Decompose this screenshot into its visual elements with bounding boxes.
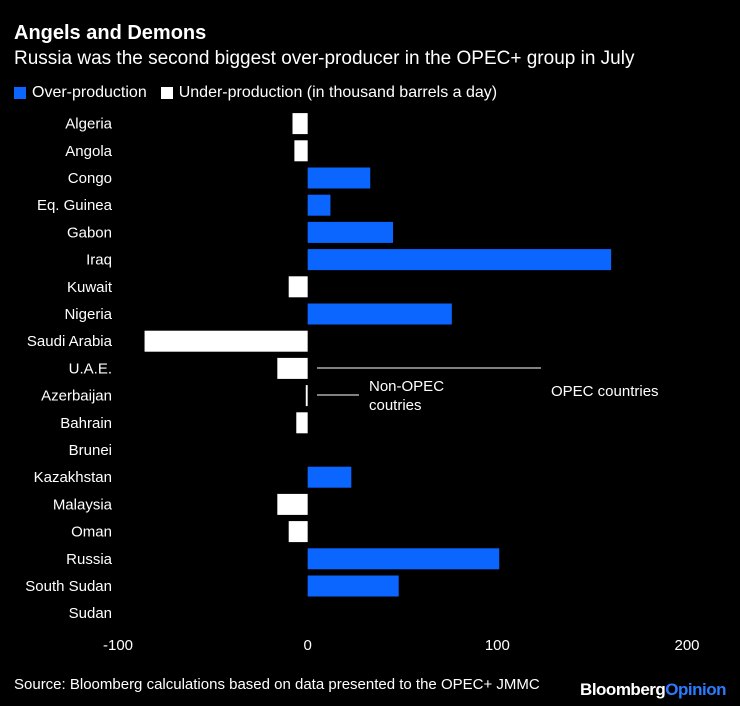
bar: [307, 575, 399, 597]
bar: [277, 493, 308, 515]
bar: [307, 221, 394, 243]
x-tick-label: 100: [485, 637, 510, 654]
bar: [288, 276, 308, 298]
legend-label-over: Over-production: [32, 84, 147, 101]
category-label: Bahrain: [60, 415, 112, 432]
category-label: Congo: [68, 170, 112, 187]
bar: [307, 194, 331, 216]
category-label: Gabon: [67, 224, 112, 241]
category-label: Algeria: [65, 116, 112, 133]
legend: Over-production Under-production (in tho…: [14, 84, 511, 102]
x-tick-label: 0: [303, 637, 311, 654]
source-note: Source: Bloomberg calculations based on …: [14, 676, 540, 693]
category-label: Saudi Arabia: [27, 333, 113, 350]
bar: [307, 303, 452, 325]
logo-brand: Bloomberg: [580, 680, 666, 699]
logo-suffix: Opinion: [665, 680, 726, 699]
bar: [296, 412, 308, 434]
category-label: Russia: [66, 551, 113, 568]
bar: [294, 140, 308, 162]
category-label: Iraq: [86, 252, 112, 269]
bar: [307, 466, 352, 488]
category-label: U.A.E.: [69, 360, 112, 377]
chart-subtitle: Russia was the second biggest over-produ…: [14, 48, 635, 69]
bar: [288, 521, 308, 543]
bar: [292, 113, 308, 135]
category-label: Kuwait: [67, 279, 113, 296]
x-tick-label: -100: [103, 637, 133, 654]
legend-swatch-over: [14, 87, 26, 99]
category-label: Brunei: [69, 442, 112, 459]
bloomberg-opinion-logo: BloombergOpinion: [580, 680, 726, 700]
category-label: Sudan: [69, 605, 112, 622]
category-label: Azerbaijan: [41, 388, 112, 405]
legend-label-under: Under-production (in thousand barrels a …: [178, 84, 498, 101]
bar: [277, 357, 308, 379]
category-label: Oman: [71, 524, 112, 541]
bar: [305, 385, 308, 407]
category-label: Nigeria: [64, 306, 112, 323]
category-label: South Sudan: [25, 578, 112, 595]
bar: [307, 249, 612, 271]
bar: [144, 330, 308, 352]
legend-swatch-under: [160, 87, 173, 99]
legend-item-under: Under-production (in thousand barrels a …: [160, 84, 498, 102]
category-label: Malaysia: [53, 496, 113, 513]
opec-annotation-label: OPEC countries: [551, 383, 659, 400]
category-label: Angola: [65, 143, 112, 160]
category-label: Kazakhstan: [34, 469, 112, 486]
legend-item-over: Over-production: [14, 84, 147, 102]
category-label: Eq. Guinea: [37, 197, 113, 214]
non-opec-annotation-line1: Non-OPEC: [369, 378, 444, 395]
non-opec-annotation-line2: coutries: [369, 397, 422, 414]
bar: [307, 548, 500, 570]
chart-title: Angels and Demons: [14, 22, 207, 44]
bar: [307, 167, 371, 189]
x-tick-label: 200: [674, 637, 699, 654]
